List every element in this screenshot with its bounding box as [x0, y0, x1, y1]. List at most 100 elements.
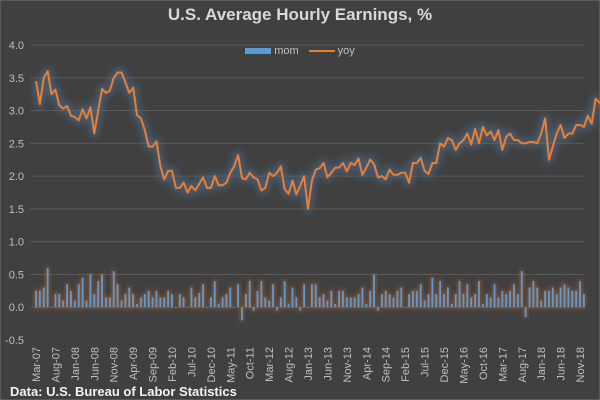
- mom-bar: [412, 290, 414, 308]
- mom-bar: [198, 292, 201, 308]
- mom-bar: [342, 290, 344, 308]
- x-tick-label: Jun-13: [322, 347, 334, 381]
- x-tick-label: Apr-14: [361, 347, 373, 380]
- mom-bar: [171, 294, 173, 308]
- x-tick-label: Dec-10: [206, 347, 218, 382]
- x-tick-label: Aug-07: [50, 347, 62, 382]
- legend: mom yoy: [0, 45, 600, 57]
- x-tick-label: Jan-13: [303, 347, 315, 381]
- mom-bar: [105, 297, 107, 308]
- mom-bar: [579, 281, 581, 308]
- x-tick-label: Jun-18: [556, 347, 568, 381]
- mom-bar: [353, 297, 356, 308]
- y-tick-label: 3.0: [9, 106, 24, 118]
- mom-bar: [563, 284, 566, 308]
- mom-bar: [314, 284, 317, 308]
- x-tick-label: Dec-15: [439, 347, 451, 382]
- source-note: Data: U.S. Bureau of Labor Statistics: [10, 384, 237, 399]
- chart-title: U.S. Average Hourly Earnings, %: [167, 5, 433, 24]
- x-tick-label: Mar-07: [31, 347, 43, 382]
- mom-bar: [454, 294, 457, 308]
- mom-bar: [567, 287, 570, 308]
- mom-bar: [225, 294, 228, 308]
- mom-bar: [93, 294, 96, 308]
- mom-swatch-icon: [245, 48, 272, 54]
- x-tick-label: Sep-14: [381, 347, 393, 382]
- y-tick-label: 1.0: [9, 237, 24, 249]
- mom-bar: [400, 287, 403, 308]
- mom-bar: [136, 303, 138, 308]
- mom-bar: [256, 290, 259, 308]
- mom-bar: [361, 287, 364, 308]
- legend-item-yoy[interactable]: yoy: [308, 45, 355, 57]
- legend-item-mom[interactable]: mom: [245, 45, 299, 57]
- mom-bar: [70, 290, 72, 308]
- mom-bar: [497, 297, 500, 308]
- mom-bar: [462, 294, 465, 308]
- legend-label-yoy: yoy: [337, 45, 355, 57]
- y-tick-label: 0.0: [9, 302, 24, 314]
- x-tick-label: Jan-08: [70, 347, 82, 381]
- mom-bar: [474, 294, 477, 308]
- mom-bar: [186, 307, 189, 308]
- mom-bar: [66, 284, 68, 308]
- mom-bar: [415, 290, 418, 308]
- mom-bar: [532, 281, 535, 308]
- x-tick-label: Mar-12: [264, 347, 276, 382]
- legend-label-mom: mom: [274, 45, 299, 57]
- mom-bar: [147, 290, 150, 308]
- mom-bar: [116, 284, 119, 308]
- mom-bar: [151, 297, 154, 308]
- mom-bar: [559, 287, 562, 308]
- mom-bar: [81, 277, 84, 308]
- mom-bar: [97, 281, 100, 308]
- mom-bar: [206, 307, 208, 308]
- mom-bar: [178, 294, 181, 308]
- x-tick-label: Aug-12: [284, 347, 296, 382]
- mom-bar: [155, 290, 158, 308]
- x-tick-label: Oct-16: [478, 347, 490, 380]
- mom-bar: [540, 300, 543, 308]
- mom-bar: [528, 287, 531, 308]
- mom-bar: [516, 294, 519, 308]
- mom-bar: [124, 294, 127, 308]
- mom-bar: [268, 300, 271, 308]
- mom-bar: [423, 300, 426, 308]
- mom-bar: [365, 303, 368, 308]
- mom-bar: [167, 290, 170, 308]
- mom-bar: [481, 303, 484, 308]
- mom-bar: [120, 300, 123, 308]
- x-tick-label: Jan-18: [536, 347, 548, 381]
- mom-bar: [264, 297, 267, 308]
- mom-bar: [279, 297, 282, 308]
- y-tick-label: -0.5: [5, 335, 24, 347]
- mom-bar: [276, 307, 278, 311]
- mom-bar: [38, 290, 41, 308]
- x-axis-ticks: Mar-07 Aug-07 Jan-08 Jun-08 Nov-08 Apr-09 Sep-…: [31, 347, 587, 384]
- mom-bar: [128, 287, 131, 308]
- mom-bar: [143, 294, 146, 308]
- x-tick-label: Apr-09: [128, 347, 140, 380]
- mom-bar: [299, 307, 302, 311]
- mom-bar: [42, 287, 45, 308]
- mom-bar: [408, 294, 410, 308]
- mom-bar: [548, 290, 550, 308]
- y-tick-label: 4.0: [9, 40, 24, 52]
- mom-bar: [248, 281, 251, 308]
- mom-bar: [571, 290, 574, 308]
- mom-bar: [478, 281, 480, 308]
- mom-bar: [252, 307, 255, 311]
- mom-bar: [260, 281, 263, 308]
- mom-bar: [334, 303, 337, 308]
- x-tick-label: Nov-08: [109, 347, 121, 382]
- x-tick-label: Mar-17: [497, 347, 509, 382]
- mom-bar: [112, 271, 115, 308]
- mom-bar: [213, 281, 216, 308]
- mom-bar: [338, 290, 341, 308]
- mom-bar: [575, 290, 578, 308]
- mom-bar: [373, 274, 375, 308]
- mom-bar: [485, 294, 488, 308]
- mom-bar: [443, 294, 445, 308]
- mom-bar: [544, 290, 546, 308]
